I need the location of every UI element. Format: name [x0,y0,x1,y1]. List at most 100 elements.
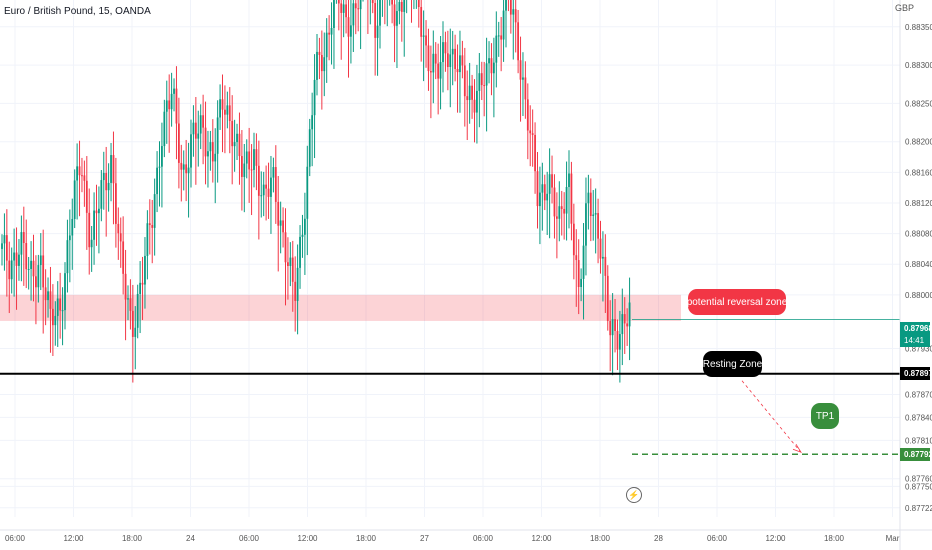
candle-body [485,63,488,86]
candle-body [185,164,188,174]
candle-body [54,315,57,326]
candle-body [44,287,47,301]
candle-body [32,260,35,277]
candle-body [274,167,277,202]
candle-body [374,3,377,38]
candle-body [347,17,350,37]
candle-body [219,99,221,118]
time-tick-label: 12:00 [63,534,84,543]
candle-body [616,330,619,350]
candle-body [495,35,498,63]
candle-body [112,155,115,184]
candle-body [146,223,149,256]
candle-body [468,85,471,101]
candle-body [250,169,253,171]
candle-body [265,184,268,189]
candle-body [602,256,604,259]
candle-body [466,96,469,101]
candle-body [325,32,328,58]
candle-body [439,62,442,79]
candle-body [417,0,420,8]
candle-body [478,73,481,91]
candle-body [589,192,592,216]
candle-body [216,117,219,154]
candle-body [553,187,556,217]
candle-body [95,210,98,214]
candle-body [454,48,457,69]
candle-body [282,220,284,233]
candle-body [432,53,435,73]
candle-body [301,234,304,237]
candle-body [434,53,437,64]
price-tick-label: 0.88080 [905,230,932,239]
candle-body [459,55,461,73]
price-tick-label: 0.88040 [905,260,932,269]
potential-reversal-zone-label[interactable]: potential reversal zone [687,289,787,315]
candle-body [153,194,156,228]
time-tick-label: 12:00 [531,534,552,543]
candle-body [221,99,224,110]
candle-body [371,0,374,4]
candle-body [473,99,476,113]
candle-body [500,35,503,40]
candle-body [168,100,171,110]
candle-body [66,240,69,274]
candle-body [1,243,3,249]
candle-body [308,129,311,167]
current-price-tag: 0.87968 [900,322,932,335]
price-axis[interactable]: 0.88350 0.88300 0.88250 0.88200 0.88160 0.881… [905,23,932,513]
candle-body [350,25,352,37]
candle-body [587,192,590,204]
candle-body [352,3,355,26]
candle-body [393,4,396,26]
candle-body [49,291,52,309]
candle-body [129,298,132,311]
candle-body [267,188,270,197]
price-tick-label: 0.88350 [905,23,932,32]
candle-body [277,201,280,226]
candle-body [320,54,323,72]
candle-body [231,120,234,147]
potential-reversal-zone-rect [0,294,681,321]
candle-body [582,245,585,279]
candle-body [71,218,74,236]
time-tick-label: 06:00 [239,534,260,543]
candle-body [197,133,200,139]
candle-body [30,260,32,269]
candle-body [444,42,447,54]
resting-zone-label[interactable]: Resting Zone [703,351,762,377]
candle-body [18,254,20,266]
candle-body [575,255,578,261]
candle-body [522,77,524,80]
candle-body [480,73,483,86]
candle-body [294,281,297,301]
candle-body [609,320,612,336]
candle-body [626,323,629,327]
price-tick-label: 0.87750 [905,482,932,491]
candle-body [451,48,454,55]
candle-body [61,310,64,312]
candle-body [517,22,520,61]
candle-body [114,183,117,224]
candle-body [37,265,40,288]
tp1-price-tag: 0.87792 [900,447,932,461]
price-tick-label: 0.88120 [905,199,932,208]
candle-body [446,53,449,67]
candle-body [27,268,30,270]
tp1-label[interactable]: TP1 [811,403,839,429]
candle-body [59,298,62,311]
time-axis[interactable]: 06:00 12:00 18:00 24 06:00 12:00 18:00 27 06:00 1… [5,534,900,543]
candle-body [161,146,163,167]
currency-label: GBP [895,3,915,13]
candle-body [127,298,129,300]
candle-body [76,166,79,181]
candle-body [240,156,243,177]
candle-body [182,164,185,170]
time-tick-label: Mar [886,534,900,543]
candle-body [262,184,265,196]
candle-body [318,51,321,55]
lightning-icon[interactable]: ⚡ [626,487,642,503]
time-tick-label: 06:00 [707,534,728,543]
candle-body [594,213,597,215]
